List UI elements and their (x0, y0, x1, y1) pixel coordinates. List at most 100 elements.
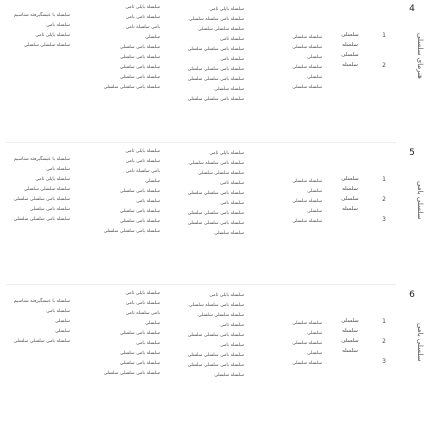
document-section: 4 هنرمای سلسلی سلسله با عبسگیرفته شناسیم سل… (0, 4, 430, 144)
text-line: سلسلی (145, 179, 160, 184)
text-line: سلسله بامی سلسلی سلسلی (103, 371, 160, 376)
text-line: سلسله بامی سلسلی سلسلی (187, 221, 244, 226)
text-line: 1 (382, 32, 386, 39)
text-line (378, 328, 390, 335)
text-line: سلسلی (307, 331, 322, 336)
text-column-c4: سلسله سلسلی سلسلی سلسله سلسلی سلسلی سلسله سل… (250, 178, 322, 228)
text-line: سلسلی (341, 338, 359, 344)
text-line: سلسله بامی سلسلی (119, 45, 160, 50)
text-line: سلسله (342, 62, 358, 68)
section-title: سلسلی بامی (416, 180, 424, 220)
text-line: سلسله بامی سلسلی (119, 331, 160, 336)
text-line: سلسله بامی سلسلی (119, 65, 160, 70)
text-line: سلسله بامی سلسلی سلسلی (103, 229, 160, 234)
text-line: سلسلی (307, 209, 322, 214)
text-line: سلسلی (55, 319, 70, 324)
text-line: سلسله تامی (220, 37, 244, 42)
text-line: سلسله بامی سلسله سلسلی (188, 303, 244, 308)
text-line: سلسلی (145, 321, 160, 326)
text-column-c5: سلسلی سلسله سلسلی سلسله (330, 176, 370, 216)
text-column-c3: سلسله بایلی تامی سلسله بامی سلسله سلسلی سل… (168, 292, 244, 382)
section-number: 6 (409, 290, 415, 300)
text-line: سلسلی (307, 75, 322, 80)
text-line (378, 52, 390, 59)
text-line: 3 (382, 216, 386, 223)
text-line (378, 186, 390, 193)
text-line: سلسلی (145, 35, 160, 40)
text-column-c2: سلسله بایلی تامی سلسله نامی بامی بامی سلسل… (82, 290, 160, 380)
text-line: سلسله سلسلی (292, 179, 322, 184)
text-line: سلسله بامی سلسلی (29, 207, 70, 212)
text-line: سلسله بایلی تامی (209, 293, 244, 298)
text-line: سلسله بامی سلسلی سلسلی (187, 333, 244, 338)
text-line (378, 348, 390, 355)
document-section: 5 سلسلی بامی سلسله با عبسگیرفته شناسیم سلسل… (0, 142, 430, 286)
text-column-c3: سلسله بایلی تامی سلسله بامی سلسله سلسلی سل… (168, 6, 244, 106)
text-line: سلسله سلسلی (292, 65, 322, 70)
text-line: سلسله بامی سلسلی سلسلی (13, 339, 70, 344)
text-line: سلسله بامی سلسلی سلسلی (13, 197, 70, 202)
text-line: سلسله سلسلی (292, 341, 322, 346)
section-title: سلسلی بامی (416, 322, 424, 362)
text-line: سلسله بامی سلسلی سلسلی (187, 47, 244, 52)
text-line: سلسله سلسلی (292, 321, 322, 326)
text-column-c6: 1 2 3 (378, 318, 390, 368)
text-line: سلسله بامی سلسلی سلسلی (187, 211, 244, 216)
text-column-c2: سلسله بایلی تامی سلسله نامی بامی بامی سلسل… (82, 148, 160, 238)
text-line: سلسله (342, 328, 358, 334)
text-line: سلسله بامی سلسلی سلسلی (103, 85, 160, 90)
text-line: سلسله بامی سلسلی سلسلی (187, 191, 244, 196)
text-line: سلسله بامی سلسله سلسلی (188, 161, 244, 166)
text-line: سلسله سلسلی سلسلی (197, 27, 244, 32)
text-line: سلسلی (341, 52, 359, 58)
text-line: سلسله تامی (220, 181, 244, 186)
text-line: سلسلی (341, 32, 359, 38)
text-column-c4: سلسله سلسلی سلسله سلسلی سلسلی سلسله سلسلی سل… (250, 34, 322, 94)
text-line: سلسله بایلی تامی (125, 291, 160, 296)
text-line: بامی سلسله تامی (125, 311, 160, 316)
text-column-c5: سلسلی سلسله سلسلی سلسله (330, 318, 370, 358)
text-line: سلسلی (341, 196, 359, 202)
text-line: سلسله بایلی نامی (35, 177, 70, 182)
text-line: سلسلی (341, 318, 359, 324)
section-number: 5 (409, 148, 415, 158)
text-line: سلسله بامی (46, 309, 70, 314)
text-line: سلسله (342, 206, 358, 212)
text-line: سلسلی (341, 176, 359, 182)
text-line: سلسله بامی (46, 167, 70, 172)
text-line: سلسله بایلی تامی (209, 7, 244, 12)
text-line: سلسله بامی سلسلی (119, 219, 160, 224)
text-line: سلسله با عبسگیرفته شناسیم (13, 157, 70, 162)
text-line: سلسله سلسلی سلسلی (23, 43, 70, 48)
text-line: سلسله بامی (220, 343, 244, 348)
text-line: سلسله با عبسگیرفته شناسیم (13, 13, 70, 18)
text-line: سلسله بامی سلسلی (119, 189, 160, 194)
text-line: سلسله بایلی تامی (125, 5, 160, 10)
section-divider (6, 142, 396, 143)
text-line: سلسلی (307, 189, 322, 194)
text-line: سلسله بامی (136, 341, 160, 346)
text-line: سلسله سلسلی (292, 361, 322, 366)
text-line: سلسله نامی بامی (125, 301, 160, 306)
text-line: سلسله بامی سلسلی سلسلی (187, 363, 244, 368)
text-column-c6: 1 2 3 (378, 176, 390, 226)
text-line: سلسله بامی سلسلی (119, 75, 160, 80)
text-line: سلسله بامی سلسلی سلسلی (187, 97, 244, 102)
text-line: سلسله نامی بامی (125, 15, 160, 20)
text-line: سلسله بامی سلسلی (119, 351, 160, 356)
text-column-c1: سلسله با عبسگیرفته شناسیم سلسله بامی سلسله… (6, 12, 70, 52)
text-line: سلسله بامی سلسلی (119, 361, 160, 366)
text-line: 1 (382, 318, 386, 325)
text-line: سلسله بامی (220, 57, 244, 62)
document-section: 6 سلسلی بامی سلسله با عبسگیرفته شناسیم سلسل… (0, 284, 430, 426)
text-line: سلسله تامی (220, 323, 244, 328)
section-divider (6, 284, 396, 285)
text-column-c5: سلسلی سلسله سلسلی سلسله (330, 32, 370, 72)
text-line: سلسله بامی سلسلی سلسلی (187, 77, 244, 82)
text-column-c3: سلسله بایلی تامی سلسله بامی سلسله سلسلی سل… (168, 150, 244, 240)
text-line: سلسلی (307, 351, 322, 356)
text-column-c2: سلسله بایلی تامی سلسله نامی بامی بامی سلسل… (82, 4, 160, 94)
text-line: سلسله بایلی تامی (209, 151, 244, 156)
